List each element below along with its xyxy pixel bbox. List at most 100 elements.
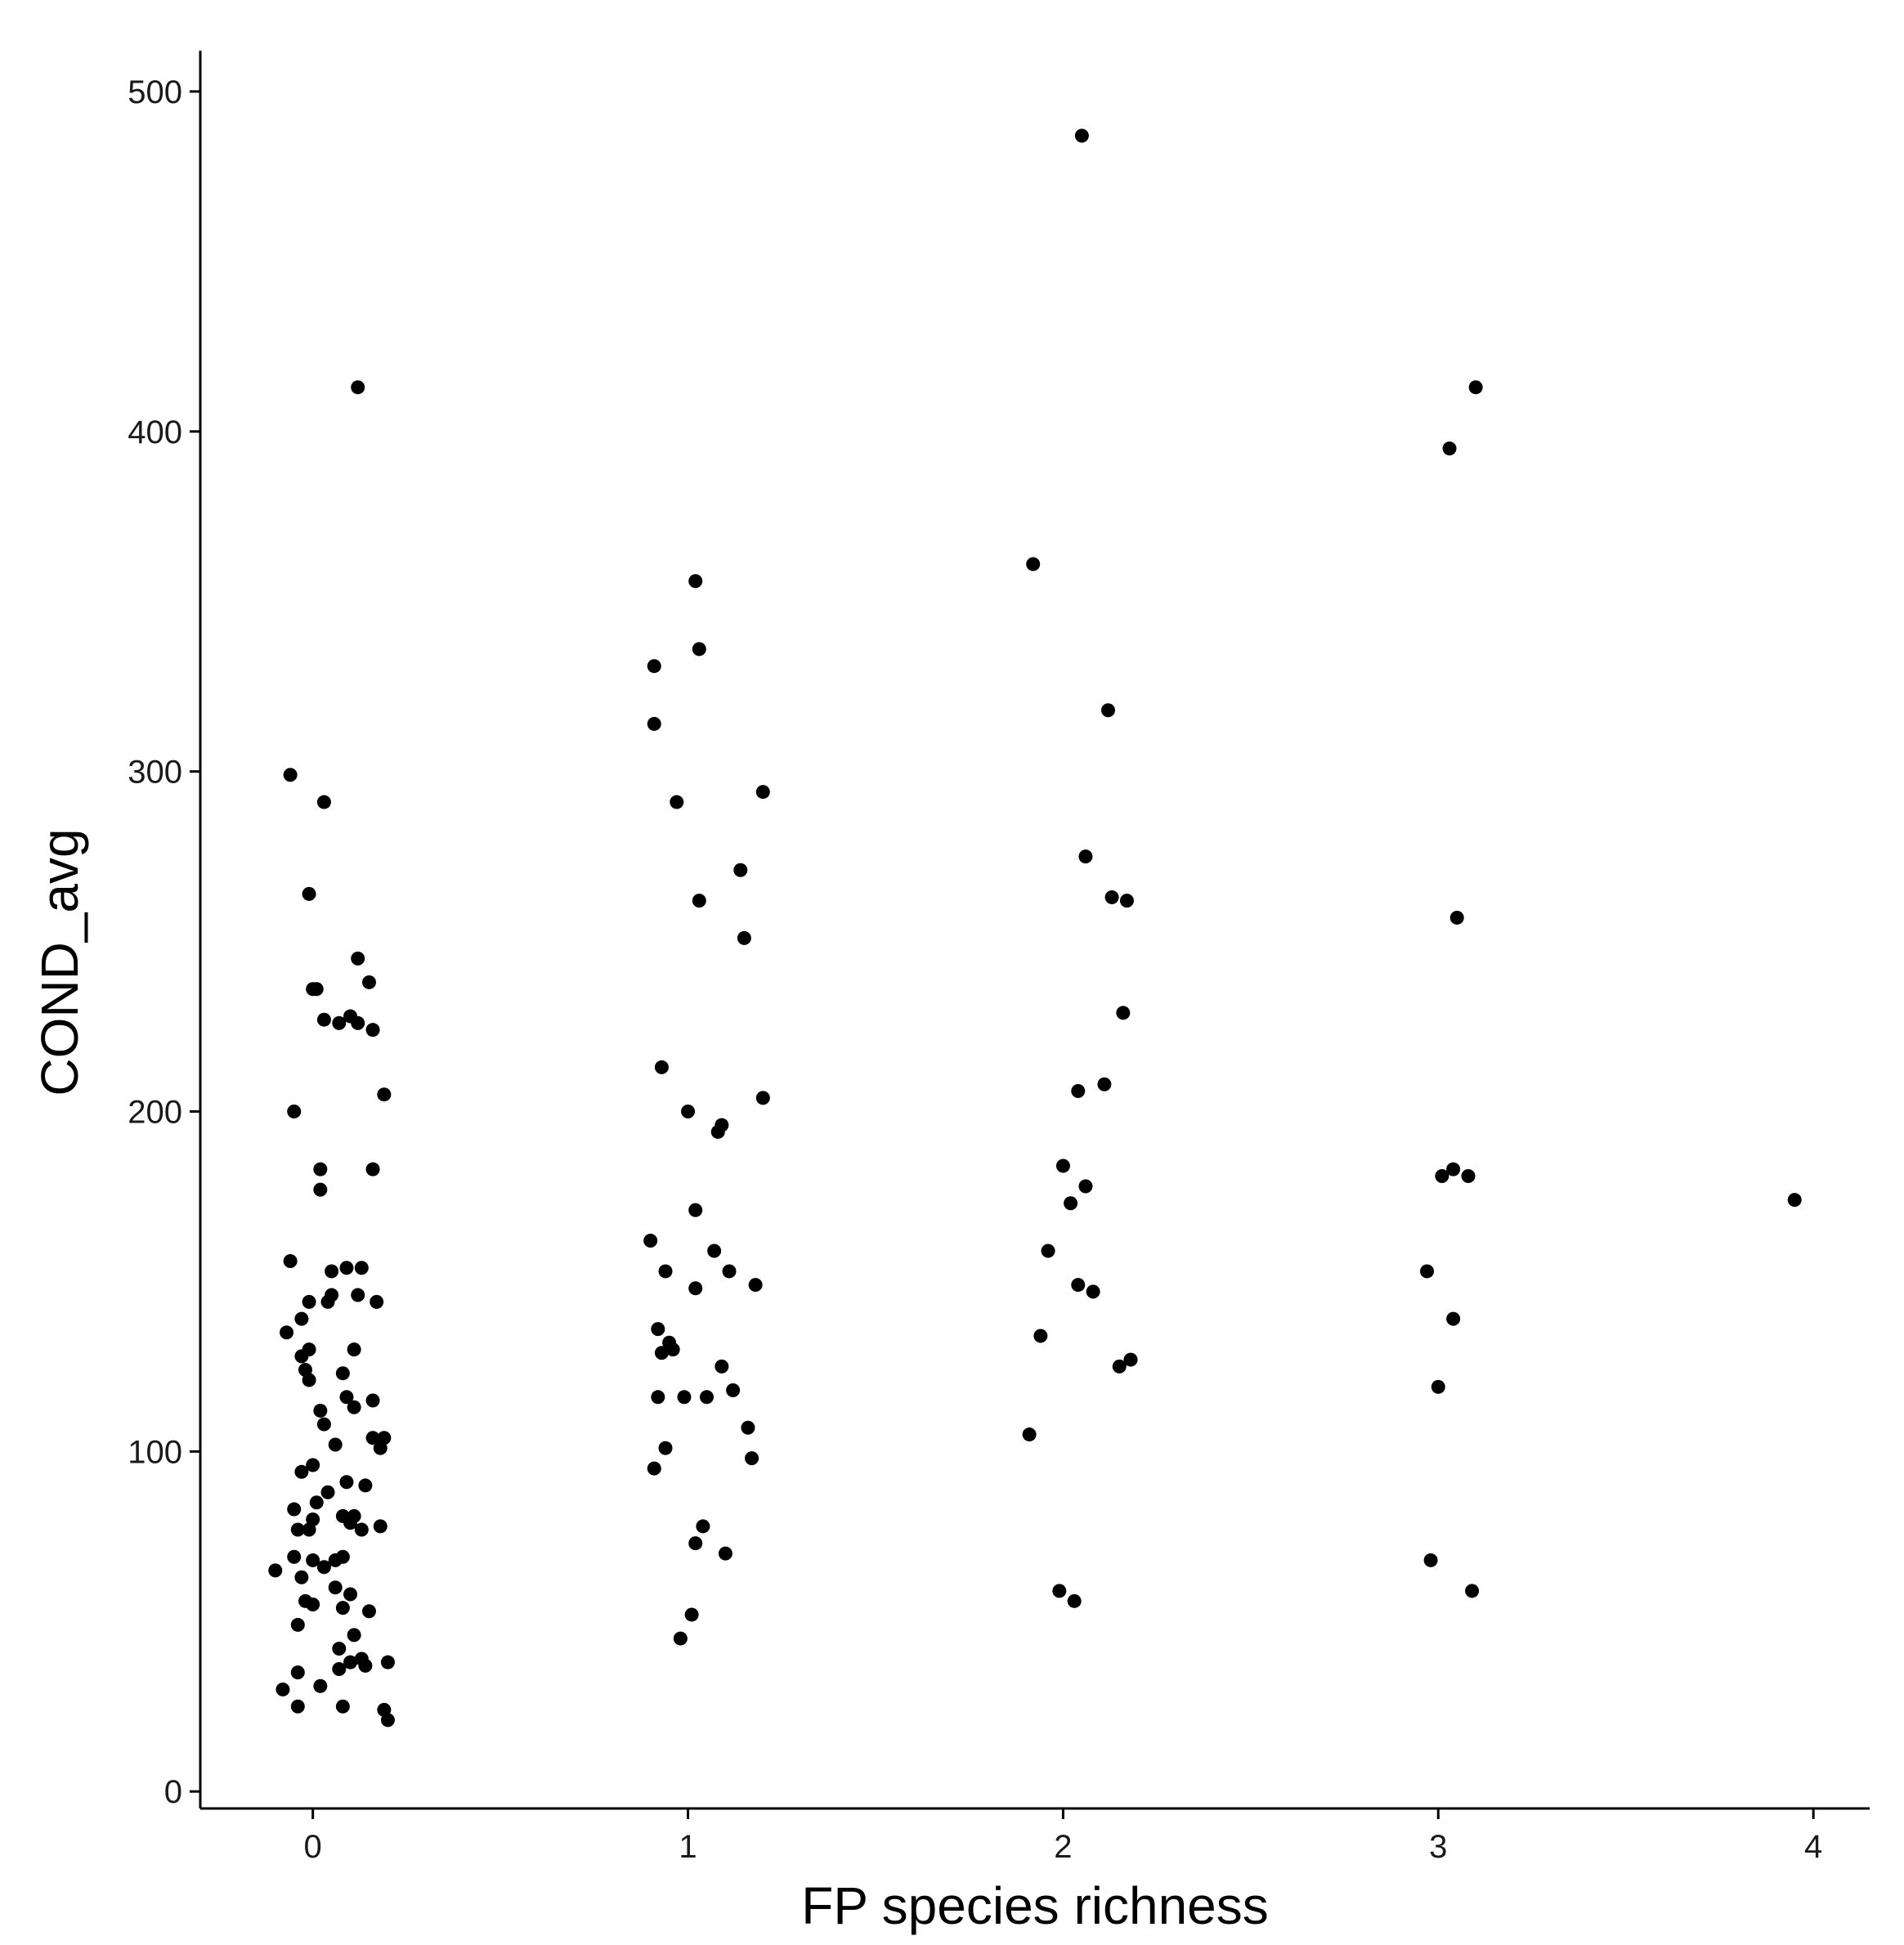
data-point — [377, 1087, 392, 1102]
data-point — [1022, 1427, 1037, 1442]
data-point — [688, 1203, 703, 1217]
y-tick-label: 300 — [128, 755, 182, 791]
data-point — [339, 1475, 354, 1490]
x-tick-label: 4 — [1804, 1829, 1822, 1865]
data-point — [283, 768, 298, 782]
data-point — [1026, 557, 1041, 571]
data-point — [1420, 1264, 1435, 1279]
data-point — [268, 1563, 283, 1578]
data-point — [332, 1642, 347, 1656]
data-point — [347, 1400, 361, 1414]
data-point — [347, 1342, 361, 1357]
data-point — [643, 1234, 658, 1248]
data-point — [692, 894, 706, 908]
data-point — [1123, 1352, 1138, 1367]
data-point — [276, 1682, 290, 1696]
data-point — [335, 1601, 350, 1616]
data-point — [692, 642, 706, 657]
data-point — [718, 1546, 732, 1561]
data-point — [1461, 1168, 1476, 1183]
data-point — [287, 1502, 302, 1517]
data-point — [665, 1342, 680, 1357]
data-point — [1119, 894, 1134, 908]
data-point — [332, 1015, 347, 1030]
data-point — [313, 1182, 328, 1197]
data-point — [707, 1244, 722, 1258]
data-point — [647, 1461, 661, 1476]
data-point — [328, 1580, 343, 1595]
data-point — [755, 1091, 770, 1105]
data-point — [351, 380, 365, 395]
y-axis-title: COND_avg — [30, 828, 89, 1096]
data-point — [1078, 1179, 1093, 1194]
data-point — [365, 1393, 380, 1408]
data-point — [306, 1513, 320, 1527]
data-point — [670, 795, 684, 809]
data-point — [722, 1264, 737, 1279]
data-point — [1074, 128, 1089, 143]
data-point — [741, 1420, 755, 1435]
data-point — [335, 1699, 350, 1714]
data-point — [1442, 441, 1457, 456]
data-point — [651, 1390, 665, 1405]
data-point — [1446, 1162, 1461, 1176]
data-point — [302, 1294, 316, 1309]
data-point — [748, 1278, 763, 1293]
data-point — [343, 1655, 358, 1669]
x-tick-label: 2 — [1054, 1829, 1072, 1865]
data-point — [290, 1665, 305, 1680]
data-point — [302, 886, 316, 901]
data-point — [354, 1261, 369, 1275]
data-point — [677, 1390, 692, 1405]
data-point — [1116, 1006, 1131, 1020]
data-point — [647, 659, 661, 674]
data-point — [654, 1060, 669, 1074]
data-point — [1041, 1244, 1055, 1258]
data-point — [1787, 1193, 1802, 1208]
data-point — [380, 1655, 395, 1669]
data-point — [1423, 1553, 1438, 1567]
data-point — [688, 1536, 703, 1551]
data-point — [347, 1508, 361, 1523]
data-point — [1468, 380, 1483, 395]
y-tick-label: 0 — [164, 1774, 182, 1810]
data-point — [373, 1519, 388, 1534]
data-point — [377, 1431, 392, 1445]
data-point — [1431, 1379, 1445, 1394]
data-point — [309, 1495, 324, 1510]
data-point — [1052, 1584, 1067, 1598]
x-tick-label: 3 — [1429, 1829, 1447, 1865]
data-point — [1086, 1284, 1100, 1299]
data-point — [332, 1661, 347, 1676]
data-point — [290, 1522, 305, 1537]
x-axis-ticks: 0 1 2 3 4 — [304, 1808, 1822, 1865]
data-point — [1100, 703, 1115, 718]
data-point — [745, 1451, 759, 1466]
data-point — [1112, 1359, 1127, 1374]
data-point — [1055, 1158, 1070, 1173]
data-point — [328, 1437, 343, 1452]
data-point — [654, 1346, 669, 1360]
data-point — [1033, 1329, 1048, 1343]
data-point — [726, 1383, 741, 1397]
data-point — [306, 1597, 320, 1611]
data-point — [287, 1104, 302, 1118]
data-point — [361, 975, 376, 989]
data-point — [294, 1464, 309, 1479]
data-point — [380, 1713, 395, 1728]
x-tick-label: 0 — [304, 1829, 322, 1865]
data-point — [361, 1604, 376, 1619]
data-point — [737, 930, 751, 945]
data-point — [365, 1162, 380, 1176]
data-point — [351, 951, 365, 966]
y-tick-label: 400 — [128, 415, 182, 450]
y-axis-ticks: 0 100 200 300 400 500 — [128, 74, 200, 1810]
data-point — [302, 1373, 316, 1387]
data-point — [1078, 849, 1093, 864]
data-point — [294, 1311, 309, 1326]
data-point — [335, 1366, 350, 1381]
data-point — [290, 1617, 305, 1632]
data-point — [688, 574, 703, 589]
data-point — [651, 1322, 665, 1337]
